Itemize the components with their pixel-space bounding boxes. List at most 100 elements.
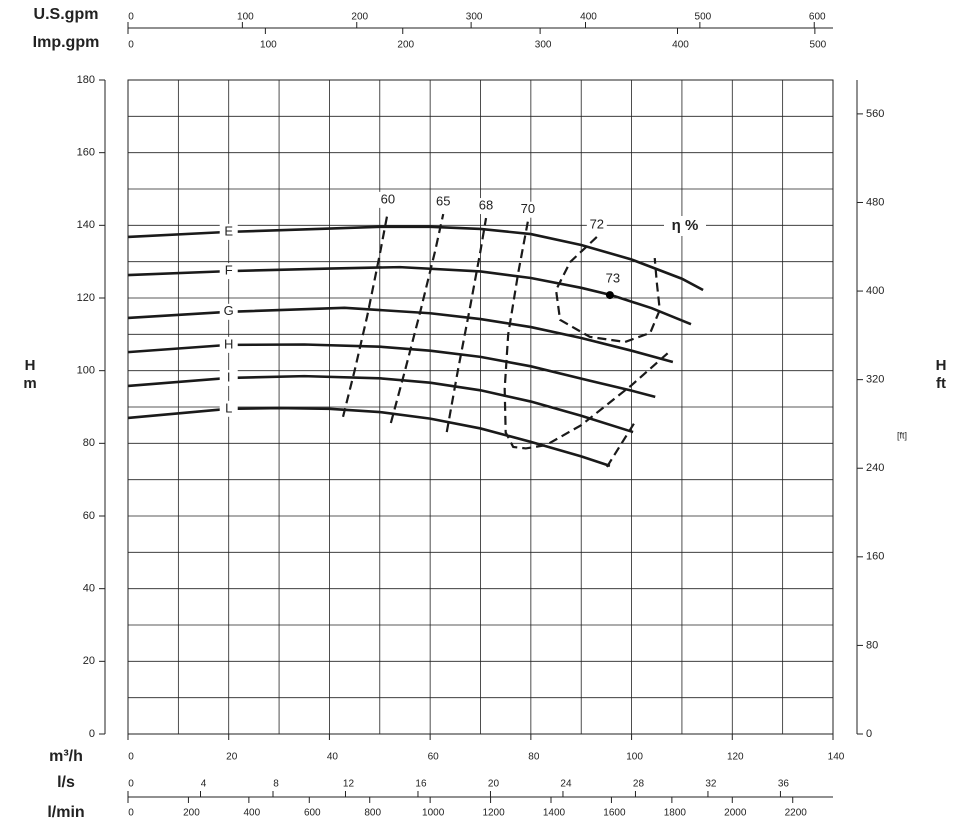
label-bg xyxy=(377,191,398,208)
y2-tick-label: 160 xyxy=(866,551,884,563)
x-tick-label: 120 xyxy=(727,752,744,763)
head-curve xyxy=(127,225,704,292)
curve-label: 70 xyxy=(521,201,535,216)
efficiency-curve xyxy=(445,217,488,433)
x-tick-label: 800 xyxy=(364,808,381,819)
x-tick-label: 600 xyxy=(809,12,826,23)
x-tick-label: 200 xyxy=(183,808,200,819)
x-axis-label: U.S.gpm xyxy=(34,6,99,23)
x-axis-label: m³/h xyxy=(49,748,83,765)
head-curve xyxy=(127,265,692,326)
efficiency-curve xyxy=(503,221,673,450)
x-tick-label: 4 xyxy=(201,779,207,790)
y2-note: [ft] xyxy=(897,430,907,440)
label-bg xyxy=(219,336,238,353)
plot-frame xyxy=(127,79,834,735)
y2-tick-label: 400 xyxy=(866,285,884,297)
x-tick-label: 300 xyxy=(535,40,552,51)
y2-unit: ft xyxy=(936,375,946,392)
x-tick-label: 100 xyxy=(260,40,277,51)
label-bg xyxy=(219,303,238,320)
x-tick-label: 100 xyxy=(626,752,643,763)
x-tick-label: 2000 xyxy=(724,808,747,819)
x-axis-label: l/min xyxy=(47,804,84,821)
x-tick-label: 200 xyxy=(397,40,414,51)
curve-label: E xyxy=(224,223,233,238)
y-tick-label: 60 xyxy=(83,510,95,522)
y-tick-label: 180 xyxy=(77,74,95,86)
curve-label: 72 xyxy=(590,216,604,231)
point-label: 73 xyxy=(606,271,620,286)
y2-tick-label: 480 xyxy=(866,196,884,208)
y-tick-label: 100 xyxy=(77,365,95,377)
x-tick-label: 24 xyxy=(560,779,572,790)
y-tick-label: 20 xyxy=(83,655,95,667)
curve-label: I xyxy=(227,369,231,384)
x-tick-label: 16 xyxy=(415,779,427,790)
x-tick-label: 12 xyxy=(343,779,355,790)
y2-tick-label: 560 xyxy=(866,108,884,120)
y-unit: m xyxy=(23,375,36,392)
efficiency-label: η % xyxy=(672,217,699,234)
x-tick-label: 500 xyxy=(810,40,827,51)
y2-tick-label: 0 xyxy=(866,728,872,740)
x-tick-label: 500 xyxy=(695,12,712,23)
x-tick-label: 0 xyxy=(128,808,134,819)
efficiency-point xyxy=(605,291,614,300)
curve-label: 65 xyxy=(436,194,450,209)
y-tick-label: 120 xyxy=(77,292,95,304)
x-tick-label: 400 xyxy=(580,12,597,23)
y2-tick-label: 320 xyxy=(866,374,884,386)
x-tick-label: 60 xyxy=(428,752,440,763)
x-tick-label: 1600 xyxy=(603,808,626,819)
x-tick-label: 28 xyxy=(633,779,645,790)
x-tick-label: 1000 xyxy=(422,808,445,819)
head-curve xyxy=(127,406,611,468)
label-bg xyxy=(433,194,454,211)
x-tick-label: 0 xyxy=(128,752,134,763)
head-curve xyxy=(127,374,634,434)
y-tick-label: 0 xyxy=(89,728,95,740)
y-tick-label: 40 xyxy=(83,583,95,595)
x-tick-label: 0 xyxy=(128,12,134,23)
x-tick-label: 20 xyxy=(226,752,238,763)
curve-label: H xyxy=(224,336,233,351)
y-tick-label: 140 xyxy=(77,219,95,231)
y2-tick-label: 80 xyxy=(866,639,878,651)
y-tick-label: 160 xyxy=(77,147,95,159)
label-bg xyxy=(586,216,607,233)
label-bg xyxy=(517,201,538,218)
label-bg xyxy=(664,216,706,236)
label-bg xyxy=(219,223,238,240)
x-tick-label: 40 xyxy=(327,752,339,763)
x-tick-label: 1800 xyxy=(664,808,687,819)
curve-label: 60 xyxy=(381,191,395,206)
curve-label: 68 xyxy=(479,198,493,213)
efficiency-curve xyxy=(341,211,389,418)
x-tick-label: 0 xyxy=(128,779,134,790)
x-axis-label: l/s xyxy=(57,774,75,791)
label-bg xyxy=(476,198,497,215)
curve-label: L xyxy=(225,400,232,415)
x-tick-label: 36 xyxy=(778,779,790,790)
label-bg xyxy=(219,263,238,280)
curve-label: F xyxy=(225,263,233,278)
x-tick-label: 20 xyxy=(488,779,500,790)
efficiency-curve xyxy=(554,236,661,468)
head-curve xyxy=(127,306,674,364)
efficiency-curve xyxy=(389,213,445,424)
x-tick-label: 100 xyxy=(237,12,254,23)
x-tick-label: 1200 xyxy=(482,808,505,819)
x-tick-label: 0 xyxy=(128,40,134,51)
curve-label: G xyxy=(224,303,234,318)
x-tick-label: 400 xyxy=(244,808,261,819)
x-tick-label: 200 xyxy=(351,12,368,23)
label-bg xyxy=(219,369,238,386)
x-tick-label: 600 xyxy=(304,808,321,819)
x-tick-label: 8 xyxy=(273,779,279,790)
x-tick-label: 80 xyxy=(528,752,540,763)
x-tick-label: 400 xyxy=(672,40,689,51)
y2-label: H xyxy=(936,357,947,374)
